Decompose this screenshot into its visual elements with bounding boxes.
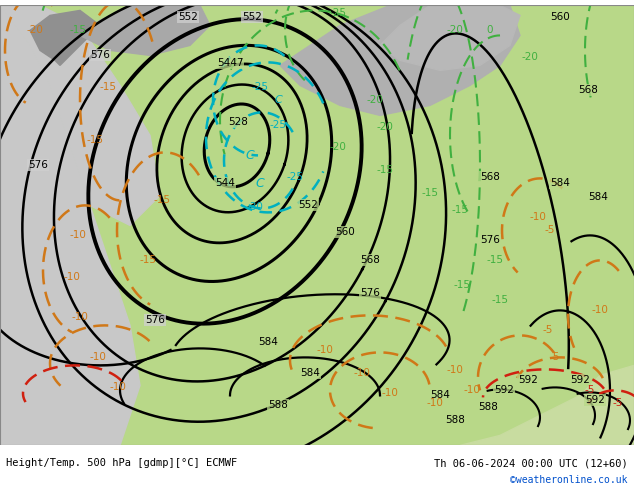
Text: -15: -15 bbox=[451, 205, 469, 216]
Text: -15: -15 bbox=[453, 280, 470, 291]
Text: -25: -25 bbox=[287, 172, 304, 182]
Text: C: C bbox=[256, 177, 264, 190]
Text: 568: 568 bbox=[360, 255, 380, 266]
Text: -15: -15 bbox=[86, 135, 103, 146]
Text: 584: 584 bbox=[550, 178, 570, 188]
Text: C: C bbox=[274, 96, 282, 105]
Text: C: C bbox=[245, 149, 254, 162]
Text: -10: -10 bbox=[354, 368, 370, 378]
Text: 0: 0 bbox=[487, 25, 493, 35]
Text: -20: -20 bbox=[446, 25, 463, 35]
Text: -15: -15 bbox=[139, 255, 157, 266]
Text: -20: -20 bbox=[522, 52, 538, 62]
Text: -30: -30 bbox=[247, 202, 264, 212]
Text: 592: 592 bbox=[494, 386, 514, 395]
Text: 560: 560 bbox=[550, 12, 570, 23]
Polygon shape bbox=[380, 5, 520, 71]
Text: 588: 588 bbox=[478, 402, 498, 413]
Text: 560: 560 bbox=[335, 227, 355, 237]
Text: 576: 576 bbox=[90, 50, 110, 60]
Text: -10: -10 bbox=[463, 386, 481, 395]
Text: 588: 588 bbox=[445, 416, 465, 425]
Text: -20: -20 bbox=[330, 143, 346, 152]
Text: -15: -15 bbox=[153, 196, 171, 205]
Text: -5: -5 bbox=[543, 325, 553, 335]
Text: Th 06-06-2024 00:00 UTC (12+60): Th 06-06-2024 00:00 UTC (12+60) bbox=[434, 458, 628, 468]
Text: -5: -5 bbox=[545, 225, 555, 235]
Text: 568: 568 bbox=[480, 172, 500, 182]
Text: -20: -20 bbox=[377, 122, 394, 132]
Text: 552: 552 bbox=[242, 12, 262, 23]
Text: 576: 576 bbox=[480, 235, 500, 245]
Text: -5: -5 bbox=[550, 352, 560, 363]
Text: -15: -15 bbox=[422, 188, 439, 198]
Text: 576: 576 bbox=[145, 316, 165, 325]
Text: -10: -10 bbox=[446, 366, 463, 375]
Text: -10: -10 bbox=[70, 230, 86, 241]
Text: -15: -15 bbox=[486, 255, 503, 266]
Text: -15: -15 bbox=[377, 166, 394, 175]
Text: -20: -20 bbox=[366, 96, 384, 105]
Text: 592: 592 bbox=[585, 395, 605, 405]
Polygon shape bbox=[400, 325, 634, 445]
Text: -15: -15 bbox=[70, 25, 86, 35]
Text: Height/Temp. 500 hPa [gdmp][°C] ECMWF: Height/Temp. 500 hPa [gdmp][°C] ECMWF bbox=[6, 458, 238, 468]
Text: 528: 528 bbox=[228, 118, 248, 127]
Text: -20: -20 bbox=[27, 25, 44, 35]
Text: -25: -25 bbox=[330, 8, 347, 19]
Text: -10: -10 bbox=[63, 272, 81, 282]
Text: -15: -15 bbox=[100, 82, 117, 93]
Text: 552: 552 bbox=[298, 200, 318, 210]
Text: 584: 584 bbox=[258, 338, 278, 347]
Text: -25: -25 bbox=[269, 121, 287, 130]
Text: 592: 592 bbox=[570, 375, 590, 386]
Text: 588: 588 bbox=[268, 400, 288, 411]
Polygon shape bbox=[30, 10, 100, 65]
Text: -10: -10 bbox=[529, 212, 547, 222]
Polygon shape bbox=[460, 366, 634, 445]
Text: -25: -25 bbox=[252, 82, 269, 93]
Text: -10: -10 bbox=[382, 389, 398, 398]
Text: 584: 584 bbox=[300, 368, 320, 378]
Text: -5: -5 bbox=[585, 386, 595, 395]
Polygon shape bbox=[0, 5, 140, 445]
Text: 544: 544 bbox=[215, 178, 235, 188]
Polygon shape bbox=[280, 5, 520, 116]
Text: -10: -10 bbox=[72, 313, 88, 322]
Polygon shape bbox=[80, 5, 210, 55]
Text: 552: 552 bbox=[178, 12, 198, 23]
Text: -10: -10 bbox=[592, 305, 609, 316]
Polygon shape bbox=[0, 5, 160, 225]
Text: 576: 576 bbox=[28, 160, 48, 171]
Text: 568: 568 bbox=[578, 85, 598, 96]
Text: -10: -10 bbox=[316, 345, 333, 355]
Text: ©weatheronline.co.uk: ©weatheronline.co.uk bbox=[510, 475, 628, 485]
Text: -10: -10 bbox=[89, 352, 107, 363]
Text: 584: 584 bbox=[430, 391, 450, 400]
Text: -10: -10 bbox=[427, 398, 443, 408]
Text: -5: -5 bbox=[613, 398, 623, 408]
Text: 592: 592 bbox=[518, 375, 538, 386]
Text: -15: -15 bbox=[491, 295, 508, 305]
Text: -10: -10 bbox=[110, 382, 126, 392]
Text: 584: 584 bbox=[588, 193, 608, 202]
Text: 5447: 5447 bbox=[217, 58, 243, 69]
Text: 576: 576 bbox=[360, 289, 380, 298]
